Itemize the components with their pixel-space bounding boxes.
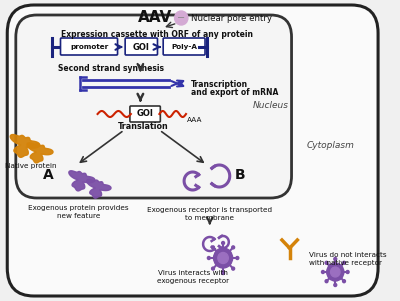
Polygon shape (27, 143, 53, 163)
Text: Virus interacts with: Virus interacts with (158, 270, 228, 276)
Text: with native receptor: with native receptor (309, 260, 382, 266)
Text: to membrane: to membrane (185, 215, 234, 221)
FancyBboxPatch shape (130, 106, 160, 122)
Circle shape (342, 261, 346, 264)
Text: GOI: GOI (133, 42, 150, 51)
Text: GOI: GOI (137, 110, 154, 119)
Circle shape (174, 11, 188, 25)
FancyBboxPatch shape (125, 38, 158, 55)
Circle shape (346, 271, 349, 274)
Circle shape (214, 248, 232, 268)
Text: new feature: new feature (57, 213, 100, 219)
Circle shape (236, 256, 239, 259)
Circle shape (334, 257, 337, 260)
Text: Exogenous protein provides: Exogenous protein provides (28, 205, 129, 211)
Circle shape (218, 253, 228, 263)
Circle shape (330, 267, 340, 277)
Text: Transcription: Transcription (191, 80, 248, 89)
Polygon shape (10, 135, 40, 157)
Circle shape (232, 267, 234, 270)
Circle shape (212, 267, 214, 270)
Circle shape (342, 280, 346, 283)
Circle shape (212, 246, 214, 249)
Text: exogenous receptor: exogenous receptor (157, 278, 229, 284)
FancyBboxPatch shape (16, 15, 292, 198)
Text: Nuclear pore entry: Nuclear pore entry (191, 14, 272, 23)
Polygon shape (69, 171, 95, 191)
Text: AAV: AAV (138, 10, 172, 25)
Text: Native protein: Native protein (5, 163, 57, 169)
Text: promoter: promoter (70, 44, 108, 50)
Circle shape (325, 261, 328, 264)
Text: Cytoplasm: Cytoplasm (306, 141, 354, 150)
Circle shape (327, 263, 344, 281)
Text: A: A (43, 168, 54, 182)
Text: Second strand synthesis: Second strand synthesis (58, 64, 164, 73)
Text: −: − (177, 13, 185, 23)
Circle shape (232, 246, 234, 249)
Text: Expression cassette with ORF of any protein: Expression cassette with ORF of any prot… (60, 30, 252, 39)
Circle shape (208, 256, 210, 259)
FancyBboxPatch shape (7, 5, 378, 296)
Circle shape (325, 280, 328, 283)
Text: Poly-A: Poly-A (171, 44, 197, 50)
Text: AAA: AAA (187, 117, 202, 123)
Circle shape (334, 284, 337, 287)
Text: B: B (235, 168, 246, 182)
Polygon shape (87, 179, 111, 198)
Circle shape (222, 241, 224, 244)
Circle shape (222, 272, 224, 275)
FancyBboxPatch shape (163, 38, 205, 55)
Text: and export of mRNA: and export of mRNA (191, 88, 278, 97)
Text: Virus do not interacts: Virus do not interacts (309, 252, 386, 258)
Text: Translation: Translation (118, 122, 168, 131)
Text: Exogenous receptor is transported: Exogenous receptor is transported (147, 207, 272, 213)
FancyBboxPatch shape (60, 38, 118, 55)
Text: Nucleus: Nucleus (253, 101, 289, 110)
Circle shape (322, 271, 324, 274)
